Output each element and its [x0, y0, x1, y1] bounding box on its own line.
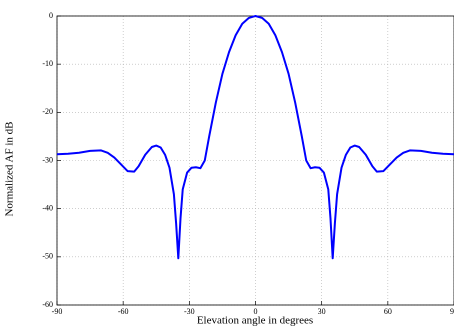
x-axis-label: Elevation angle in degrees: [197, 315, 313, 327]
x-tick-label: 0: [254, 307, 258, 316]
x-tick-label: -30: [184, 307, 195, 316]
y-tick-label: -50: [42, 252, 53, 261]
x-tick-label: 30: [318, 307, 326, 316]
y-axis-label: Normalized AF in dB: [4, 121, 16, 216]
y-tick-label: -20: [42, 107, 53, 116]
y-tick-label: 0: [49, 11, 53, 20]
y-tick-label: -10: [42, 59, 53, 68]
line-series: [56, 15, 454, 260]
y-tick-label: -30: [42, 155, 53, 164]
y-tick-label: -40: [42, 203, 53, 212]
x-tick-label: -90: [52, 307, 63, 316]
y-tick-label: -60: [42, 300, 53, 309]
x-tick-label: -60: [118, 307, 129, 316]
x-tick-label: 60: [384, 307, 392, 316]
x-tick-label: 90: [450, 307, 454, 316]
